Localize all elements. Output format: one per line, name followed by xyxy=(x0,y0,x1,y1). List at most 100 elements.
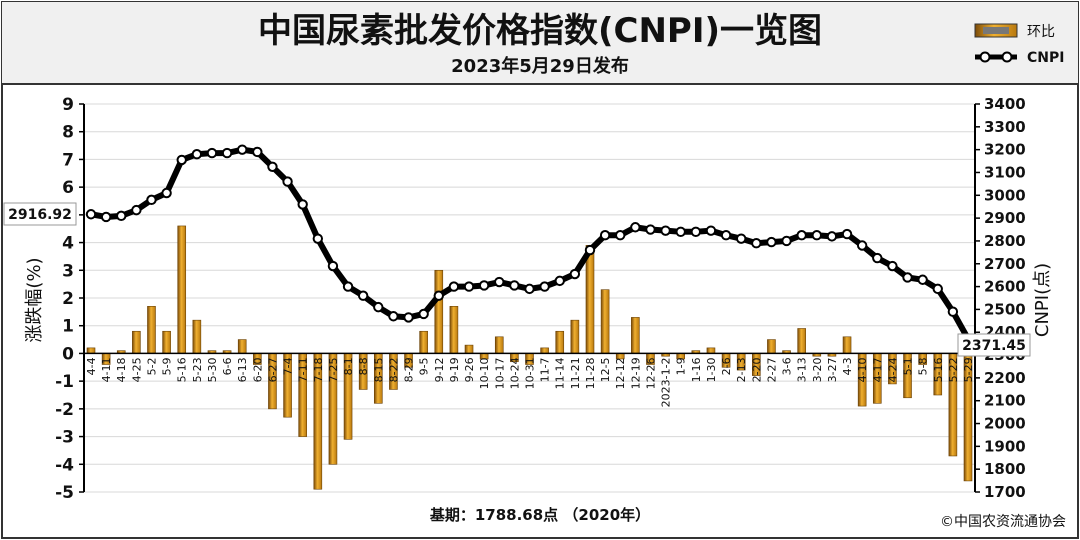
cnpi-point-5-8 xyxy=(917,274,928,285)
grid xyxy=(84,103,975,493)
end-value-callout: 2371.45 xyxy=(957,333,1031,357)
category-label: 5-1 xyxy=(902,357,915,375)
axes: 9876543210-1-2-3-4-534003300320031003000… xyxy=(55,95,1026,503)
category-labels: 4-4 4-11 4-18 4-25 5-2 5-9 5-16 5-23 5-30 6-6 6-13… xyxy=(85,357,975,407)
cnpi-point-6-13 xyxy=(237,144,248,155)
category-label: 4-24 xyxy=(886,357,899,382)
right-tick-label: 1900 xyxy=(984,437,1026,455)
category-label: 5-8 xyxy=(917,357,930,375)
right-tick-label: 2100 xyxy=(984,392,1026,410)
cnpi-point-6-6 xyxy=(221,147,233,159)
end-value-label: 2371.45 xyxy=(962,338,1026,354)
cnpi-point-11-28 xyxy=(584,244,596,256)
cnpi-point-8-15 xyxy=(373,301,384,313)
category-label: 7-18 xyxy=(312,357,325,382)
bar-12-5 xyxy=(600,289,610,354)
category-label: 6-13 xyxy=(236,357,249,382)
cnpi-point-5-22 xyxy=(947,306,959,317)
cnpi-point-9-26 xyxy=(463,281,475,292)
cnpi-point-8-29 xyxy=(403,312,414,323)
bar-12-19 xyxy=(631,317,640,354)
right-tick-label: 2700 xyxy=(984,255,1026,273)
bar-4-25 xyxy=(132,330,141,354)
left-tick-label: -5 xyxy=(55,483,74,503)
base-note: 基期：1788.68点 （2020年） xyxy=(429,506,650,524)
category-label: 8-1 xyxy=(342,357,355,375)
bar-5-23 xyxy=(192,319,202,354)
category-label: 4-25 xyxy=(130,357,143,382)
right-tick-label: 3300 xyxy=(984,118,1026,136)
category-label: 9-19 xyxy=(448,357,461,382)
start-value-box xyxy=(3,202,77,226)
category-label: 4-3 xyxy=(841,357,854,375)
category-label: 11-21 xyxy=(569,357,582,389)
cnpi-point-10-24 xyxy=(509,280,520,291)
bar-9-26 xyxy=(464,344,474,354)
cnpi-point-1-30 xyxy=(705,225,717,236)
right-tick-label: 2800 xyxy=(984,232,1026,250)
category-label: 1-16 xyxy=(690,357,703,382)
category-label: 5-22 xyxy=(947,357,960,382)
bar-11-21 xyxy=(570,319,580,354)
cnpi-point-5-16 xyxy=(932,283,943,295)
right-tick-label: 1800 xyxy=(984,460,1026,478)
cnpi-point-5-1 xyxy=(902,272,913,283)
cnpi-point-4-24 xyxy=(887,260,898,272)
category-label: 10-24 xyxy=(508,357,521,389)
category-label: 3-27 xyxy=(826,357,839,382)
category-label: 7-11 xyxy=(297,357,310,382)
left-axis-title: 涨跌幅(%) xyxy=(24,257,45,342)
cnpi-point-9-5 xyxy=(418,308,429,320)
cnpi-point-5-23 xyxy=(191,149,203,160)
cnpi-point-11-7 xyxy=(539,281,550,292)
bar-1-30 xyxy=(706,347,716,354)
right-tick-label: 2600 xyxy=(984,278,1026,296)
cnpi-point-3-20 xyxy=(811,230,822,241)
category-label: 3-20 xyxy=(811,357,824,382)
bar-11-28 xyxy=(585,245,595,354)
cnpi-point-4-4 xyxy=(85,209,97,220)
category-label: 5-16 xyxy=(176,357,189,382)
bar-9-12 xyxy=(434,269,444,354)
cnpi-point-8-8 xyxy=(357,290,369,301)
bar-11-14 xyxy=(555,330,565,354)
bar-9-19 xyxy=(449,306,459,354)
left-tick-label: 6 xyxy=(62,178,74,198)
chart-subtitle: 2023年5月29日发布 xyxy=(451,55,629,77)
category-label: 5-16 xyxy=(932,357,945,382)
left-tick-label: 8 xyxy=(62,123,74,143)
left-tick-label: 0 xyxy=(62,344,74,364)
cnpi-point-12-19 xyxy=(630,222,641,233)
cnpi-point-8-1 xyxy=(342,281,354,292)
right-tick-label: 2000 xyxy=(984,415,1026,433)
cnpi-point-2-6 xyxy=(720,230,732,241)
cnpi-point-3-6 xyxy=(781,235,792,247)
bar-4-3 xyxy=(842,336,852,354)
bar-5-9 xyxy=(162,330,171,354)
category-label: 6-20 xyxy=(251,357,264,382)
bar-10-17 xyxy=(494,336,504,354)
category-label: 8-29 xyxy=(403,357,416,382)
cnpi-point-4-25 xyxy=(131,204,142,216)
category-label: 4-4 xyxy=(85,357,98,375)
category-label: 12-19 xyxy=(629,357,642,389)
cnpi-line xyxy=(85,144,974,344)
category-label: 4-10 xyxy=(856,357,869,382)
bar-2-27 xyxy=(767,339,776,354)
left-tick-label: 3 xyxy=(62,261,74,281)
cnpi-point-6-20 xyxy=(252,146,263,158)
left-tick-label: 4 xyxy=(62,234,74,254)
bar-5-16 xyxy=(177,225,187,354)
cnpi-point-7-4 xyxy=(282,176,293,187)
right-tick-label: 1700 xyxy=(984,483,1026,501)
category-label: 7-25 xyxy=(327,357,340,382)
category-label: 2-6 xyxy=(720,357,733,375)
right-tick-label: 3100 xyxy=(984,163,1026,181)
bar-11-7 xyxy=(540,347,549,354)
source-credit: ©中国农资流通协会 xyxy=(940,514,1066,530)
category-label: 5-29 xyxy=(962,357,975,382)
category-label: 8-15 xyxy=(372,357,385,382)
category-label: 12-5 xyxy=(599,357,612,382)
category-label: 10-10 xyxy=(478,357,491,389)
